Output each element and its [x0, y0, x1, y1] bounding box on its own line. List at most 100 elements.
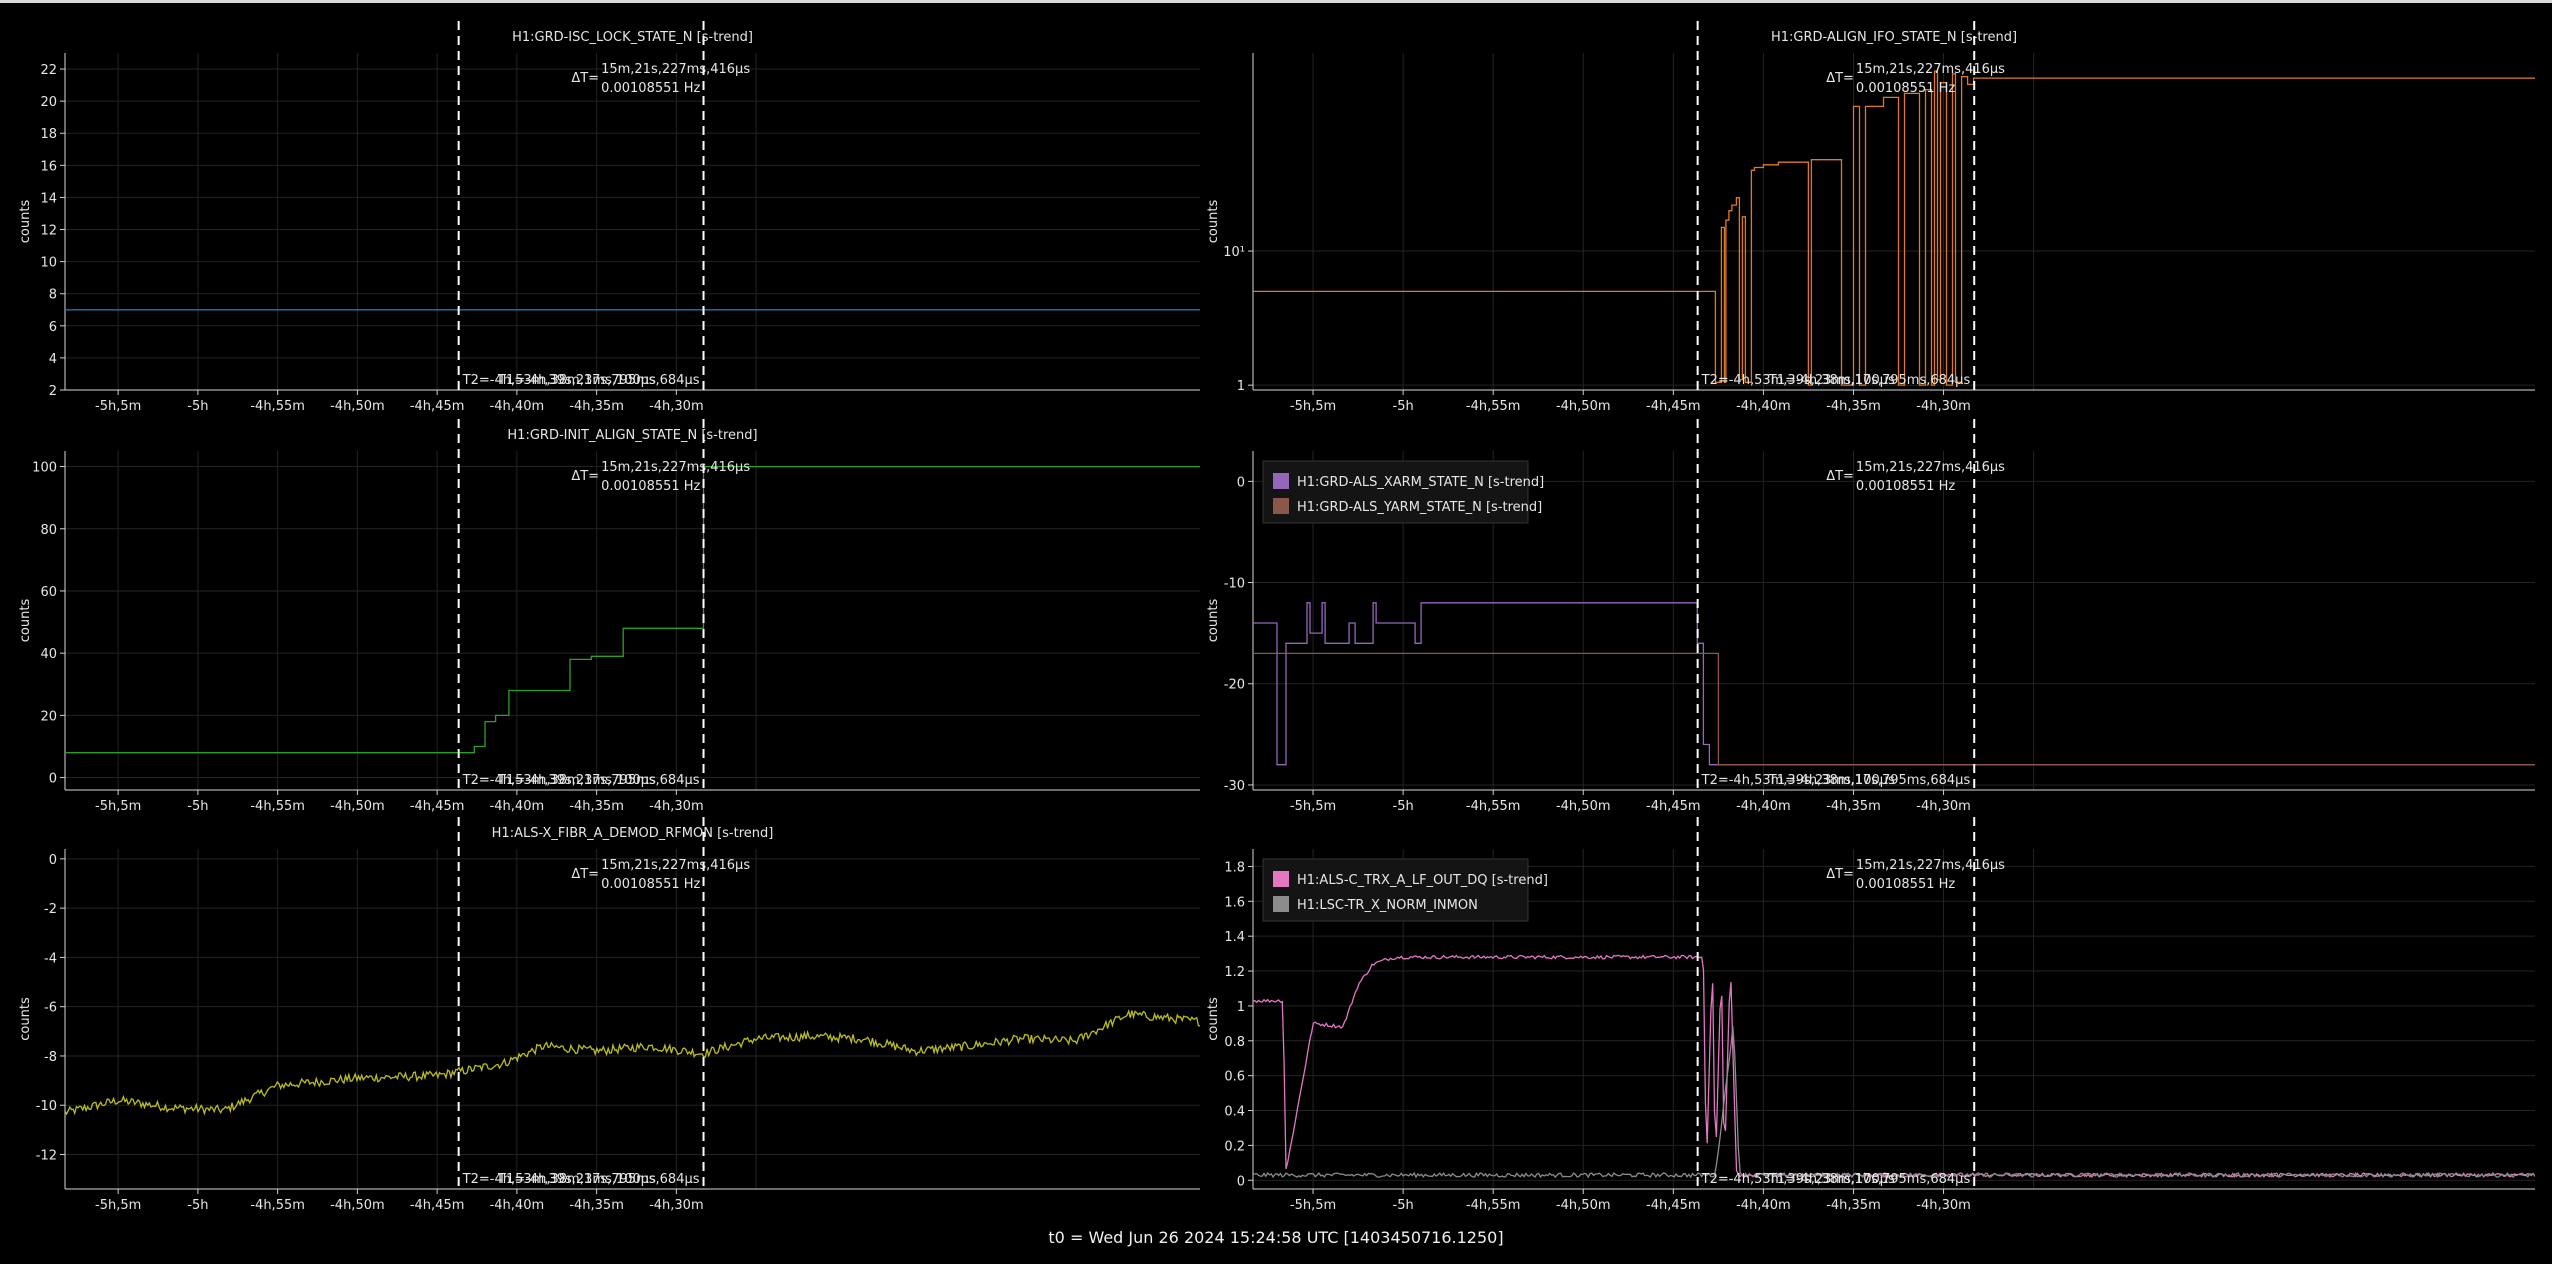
delta-t-label: ΔT=: [571, 469, 599, 484]
x-tick-label: -4h,45m: [1646, 1198, 1701, 1213]
y-tick-label: 1.6: [1224, 895, 1245, 910]
chart-title: H1:GRD-ISC_LOCK_STATE_N [s-trend]: [512, 30, 753, 45]
delta-t-label: ΔT=: [1826, 867, 1854, 882]
y-tick-label: 2: [49, 384, 57, 399]
y-tick-label: 0.4: [1224, 1105, 1245, 1120]
x-tick-label: -4h,35m: [569, 399, 624, 414]
y-tick-label: 8: [49, 288, 57, 303]
y-axis-label: counts: [18, 200, 33, 244]
cursor-t2-label: T2=-4h,53m,39s,23ms,100µs: [1701, 773, 1895, 788]
x-tick-label: -4h,50m: [330, 1198, 385, 1213]
cursor-t2-label: T2=-4h,53m,39s,23ms,100µs: [462, 373, 656, 388]
x-tick-label: -4h,55m: [250, 1198, 305, 1213]
x-tick-label: -4h,55m: [250, 399, 305, 414]
x-tick-label: -4h,50m: [330, 399, 385, 414]
window-top-bar: [0, 0, 2552, 3]
y-tick-label: -20: [1224, 678, 1245, 693]
y-tick-label: 1.2: [1224, 965, 1245, 980]
cursor-t1-label: T1=-4h,38m,17s,795ms,684µs: [1768, 373, 1971, 388]
panel-2[interactable]: -5h,5m -5h -4h,55m -4h,50m -4h,45m -4h,40m -4h…: [1206, 21, 2535, 414]
y-tick-label: 0.6: [1224, 1070, 1245, 1085]
cursor-t1-label: T1=-4h,38m,17s,795ms,684µs: [497, 373, 700, 388]
panel-6[interactable]: -5h,5m -5h -4h,55m -4h,50m -4h,45m -4h,40m -4h…: [1206, 817, 2535, 1213]
x-tick-label: -4h,50m: [1556, 399, 1611, 414]
x-tick-label: -4h,55m: [1466, 399, 1521, 414]
y-tick-label: -2: [44, 902, 57, 917]
y-tick-label: -8: [44, 1050, 57, 1065]
x-tick-label: -4h,40m: [1736, 399, 1791, 414]
x-tick-label: -5h,5m: [1290, 399, 1336, 414]
y-tick-label: 0: [1237, 1174, 1245, 1189]
delta-t-label: ΔT=: [571, 71, 599, 86]
cursor-t1-label: T1=-4h,38m,17s,795ms,684µs: [497, 773, 700, 788]
series-line-1: [1253, 954, 2535, 1178]
y-axis-label: counts: [1206, 599, 1221, 643]
x-tick-label: -5h,5m: [1290, 799, 1336, 814]
x-tick-label: -5h: [187, 799, 208, 814]
y-axis-label: counts: [1206, 997, 1221, 1041]
series-line-1: [1253, 70, 2535, 386]
x-tick-label: -4h,40m: [490, 799, 545, 814]
y-tick-label: -10: [36, 1099, 57, 1114]
y-tick-label: 6: [49, 320, 57, 335]
y-tick-label: 40: [40, 647, 57, 662]
y-tick-label: -6: [44, 1001, 57, 1016]
x-tick-label: -5h: [1393, 399, 1414, 414]
y-tick-label: 14: [40, 191, 57, 206]
x-tick-label: -4h,45m: [410, 399, 465, 414]
x-tick-label: -4h,45m: [410, 1198, 465, 1213]
series-line-2: [1253, 1026, 2535, 1179]
x-tick-label: -4h,55m: [1466, 1198, 1521, 1213]
x-tick-label: -4h,35m: [569, 799, 624, 814]
x-tick-label: -4h,45m: [410, 799, 465, 814]
y-tick-label: -12: [36, 1149, 57, 1164]
x-tick-label: -4h,35m: [569, 1198, 624, 1213]
delta-f-value: 0.00108551 Hz: [601, 479, 700, 494]
cursor-t1-label: T1=-4h,38m,17s,795ms,684µs: [497, 1172, 700, 1187]
legend-swatch: [1273, 498, 1289, 514]
x-tick-label: -5h: [187, 1198, 208, 1213]
delta-t-value: 15m,21s,227ms,416µs: [601, 460, 750, 475]
panel-4[interactable]: -5h,5m -5h -4h,55m -4h,50m -4h,45m -4h,40m -4h…: [1206, 419, 2535, 814]
x-tick-label: -4h,30m: [1916, 399, 1971, 414]
x-tick-label: -4h,30m: [649, 799, 704, 814]
y-tick-label: 0: [49, 772, 57, 787]
y-tick-label: 0.2: [1224, 1139, 1245, 1154]
delta-t-value: 15m,21s,227ms,416µs: [601, 858, 750, 873]
x-tick-label: -4h,30m: [1916, 1198, 1971, 1213]
x-tick-label: -5h: [1393, 799, 1414, 814]
x-tick-label: -4h,40m: [1736, 799, 1791, 814]
delta-t-label: ΔT=: [571, 867, 599, 882]
series-line-1: [65, 1008, 1200, 1116]
legend: H1:ALS-C_TRX_A_LF_OUT_DQ [s-trend] H1:LSC…: [1262, 858, 1548, 922]
series-line-2: [1253, 652, 2535, 766]
panel-1[interactable]: -5h,5m -5h -4h,55m -4h,50m -4h,45m -4h,40m -4h…: [18, 21, 1200, 414]
series-line-1: [65, 465, 1200, 754]
chart-title: H1:GRD-ALIGN_IFO_STATE_N [s-trend]: [1771, 30, 2017, 45]
delta-f-value: 0.00108551 Hz: [601, 877, 700, 892]
x-tick-label: -5h,5m: [95, 1198, 141, 1213]
legend-swatch: [1273, 896, 1289, 912]
delta-t-label: ΔT=: [1826, 71, 1854, 86]
legend-box: [1262, 460, 1529, 524]
x-tick-label: -4h,50m: [330, 799, 385, 814]
legend-label: H1:GRD-ALS_YARM_STATE_N [s-trend]: [1297, 500, 1542, 515]
delta-f-value: 0.00108551 Hz: [1856, 479, 1955, 494]
x-tick-label: -4h,50m: [1556, 1198, 1611, 1213]
x-tick-label: -4h,35m: [1826, 399, 1881, 414]
y-axis-label: counts: [18, 997, 33, 1041]
cursor-t2-label: T2=-4h,53m,39s,23ms,100µs: [1701, 373, 1895, 388]
y-tick-label: 10¹: [1223, 245, 1245, 260]
delta-f-value: 0.00108551 Hz: [1856, 81, 1955, 96]
panel-3[interactable]: -5h,5m -5h -4h,55m -4h,50m -4h,45m -4h,40m -4h…: [18, 419, 1200, 814]
y-tick-label: 1.8: [1224, 860, 1245, 875]
legend-box: [1262, 858, 1529, 922]
y-tick-label: 16: [40, 159, 57, 174]
legend-swatch: [1273, 473, 1289, 489]
y-tick-label: 1: [1237, 379, 1245, 394]
t0-footer: t0 = Wed Jun 26 2024 15:24:58 UTC [14034…: [1048, 1228, 1504, 1247]
cursor-t2-label: T2=-4h,53m,39s,23ms,100µs: [462, 773, 656, 788]
panel-5[interactable]: -5h,5m -5h -4h,55m -4h,50m -4h,45m -4h,40m -4h…: [18, 817, 1200, 1213]
delta-t-value: 15m,21s,227ms,416µs: [1856, 460, 2005, 475]
